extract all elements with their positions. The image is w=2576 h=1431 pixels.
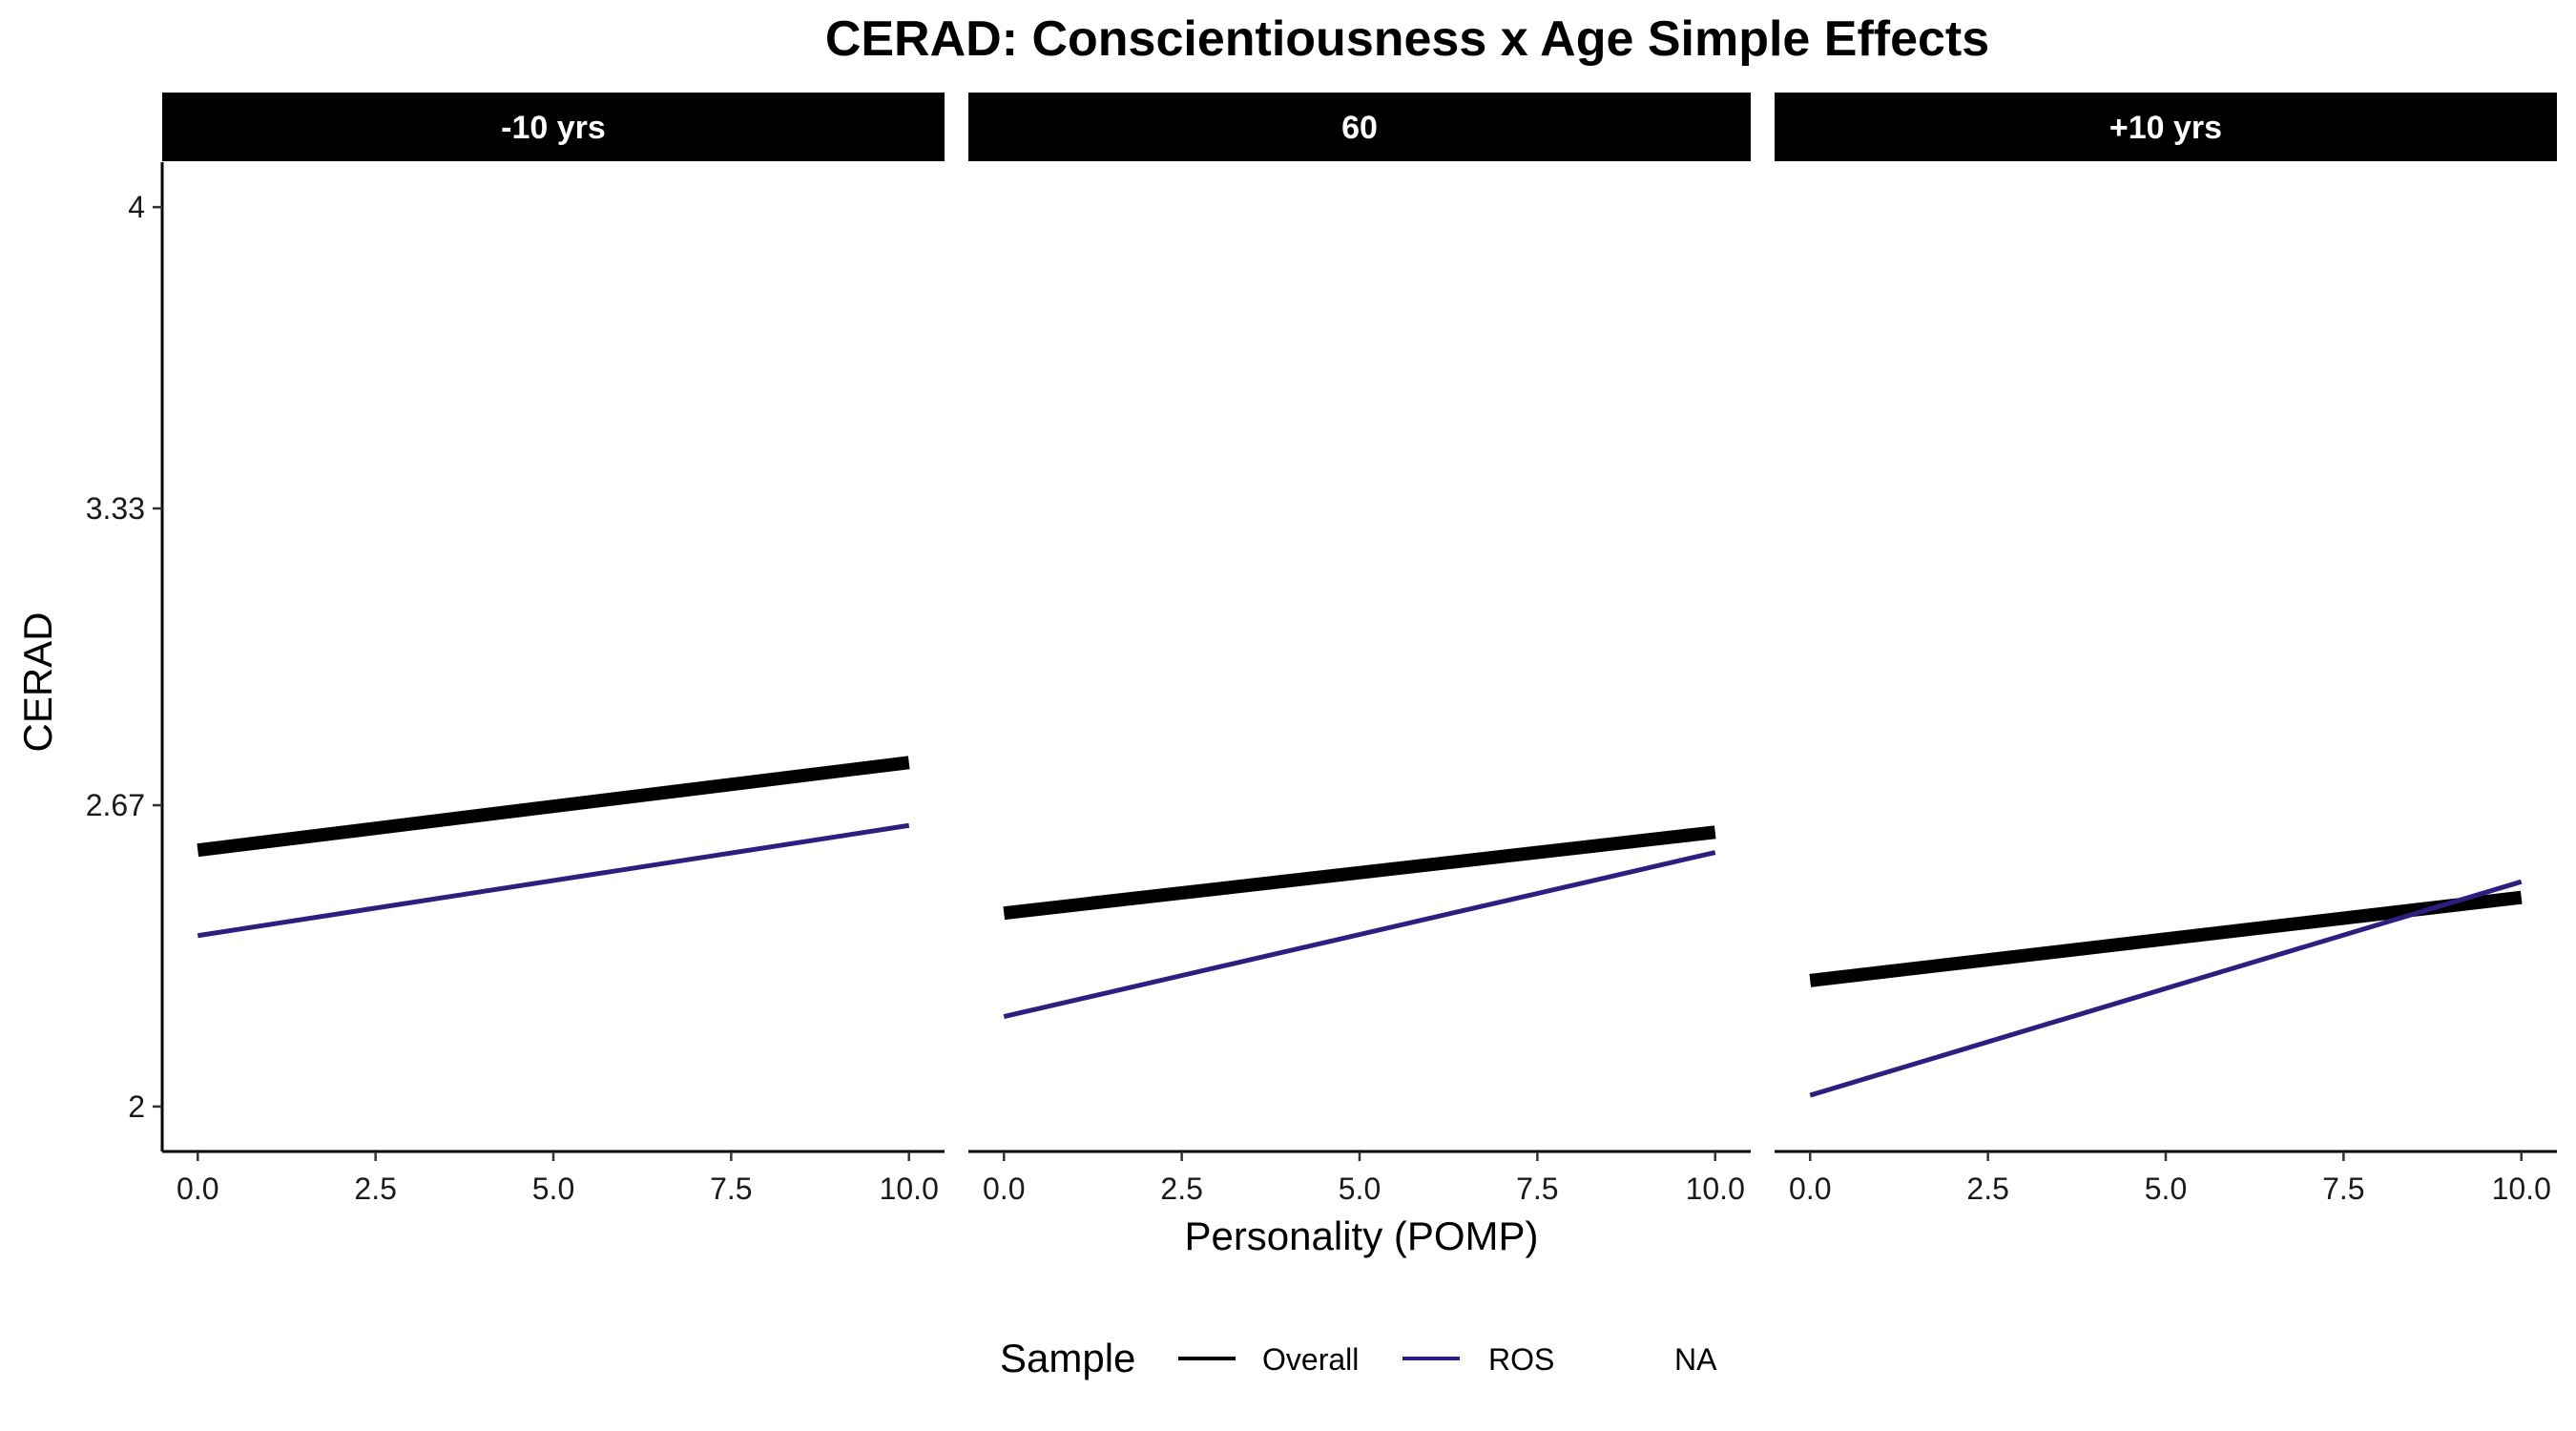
- chart-title: CERAD: Conscientiousness x Age Simple Ef…: [825, 11, 1989, 67]
- series-line-ros: [1003, 850, 1716, 1020]
- strip-label: +10 yrs: [2109, 110, 2222, 146]
- strip-background: [162, 93, 945, 161]
- strip-background: [968, 93, 1751, 161]
- strip-label: -10 yrs: [501, 110, 606, 146]
- series-line-overall: [1809, 890, 2523, 987]
- x-tick-label: 7.5: [1516, 1172, 1558, 1206]
- legend-title: Sample: [1000, 1336, 1135, 1380]
- legend-entries: Overall ROS NA: [1178, 1342, 1717, 1377]
- series-line-overall: [1003, 825, 1716, 921]
- legend-label-na: NA: [1674, 1342, 1717, 1377]
- panel-1: -10 yrs 0.0 2.5 5.0 7.5 10.0 2 2.67 3.33 4: [86, 93, 945, 1206]
- strip-background: [1775, 93, 2557, 161]
- x-tick-label: 10.0: [1686, 1172, 1745, 1206]
- x-tick-label: 0.0: [1789, 1172, 1831, 1206]
- x-tick-label: 10.0: [2492, 1172, 2551, 1206]
- x-tick-label: 0.0: [177, 1172, 218, 1206]
- x-tick-label: 10.0: [880, 1172, 939, 1206]
- legend: Sample Overall ROS NA: [1000, 1336, 1717, 1380]
- series-line-ros: [1809, 879, 2523, 1098]
- legend-label-ros: ROS: [1488, 1342, 1554, 1377]
- strip-label: 60: [1341, 110, 1378, 146]
- x-tick-label: 2.5: [1966, 1172, 2008, 1206]
- x-tick-label: 0.0: [983, 1172, 1025, 1206]
- x-axis-title: Personality (POMP): [1184, 1213, 1538, 1258]
- x-tick-label: 5.0: [1339, 1172, 1381, 1206]
- x-tick-label: 2.5: [1160, 1172, 1202, 1206]
- panels: -10 yrs 0.0 2.5 5.0 7.5 10.0 2 2.67 3.33 4 60 0.0 2.…: [86, 93, 2557, 1206]
- x-tick-label: 7.5: [710, 1172, 752, 1206]
- y-tick-label: 3.33: [86, 491, 145, 526]
- y-tick-label: 4: [128, 190, 145, 224]
- series-line-overall: [197, 756, 910, 858]
- x-tick-label: 5.0: [532, 1172, 574, 1206]
- x-tick-label: 5.0: [2145, 1172, 2187, 1206]
- y-axis-title: CERAD: [15, 612, 60, 752]
- x-tick-label: 2.5: [354, 1172, 396, 1206]
- y-tick-label: 2: [128, 1089, 145, 1124]
- legend-label-overall: Overall: [1262, 1342, 1359, 1377]
- y-tick-label: 2.67: [86, 788, 145, 822]
- panel-3: +10 yrs 0.0 2.5 5.0 7.5 10.0: [1775, 93, 2557, 1206]
- series-line-ros: [197, 822, 910, 939]
- x-tick-label: 7.5: [2322, 1172, 2364, 1206]
- panel-2: 60 0.0 2.5 5.0 7.5 10.0: [968, 93, 1751, 1206]
